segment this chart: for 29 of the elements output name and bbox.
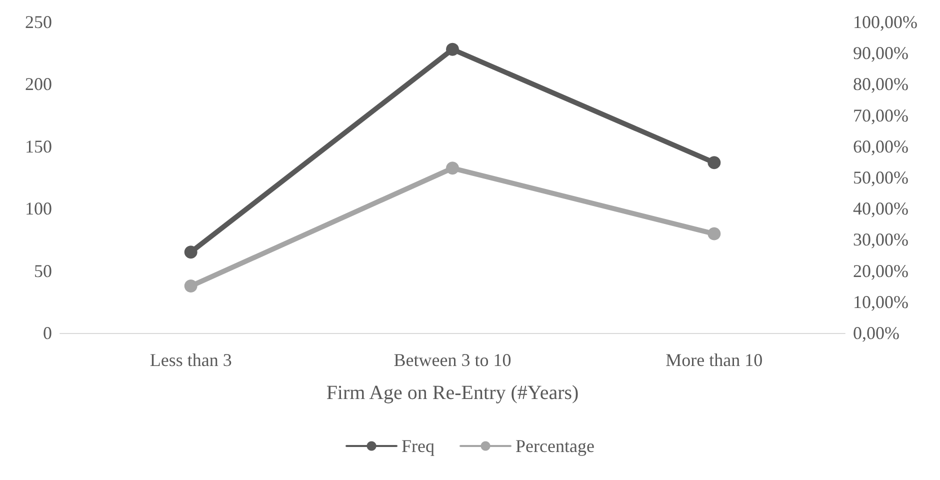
x-tick-label: Between 3 to 10 — [394, 350, 512, 370]
legend-label: Percentage — [516, 436, 594, 456]
y-tick-label: 0 — [43, 323, 52, 343]
point — [184, 246, 198, 259]
y2-tick-label: 30,00% — [853, 230, 908, 250]
y2-tick-label: 90,00% — [853, 43, 908, 64]
y2-tick-label: 20,00% — [853, 260, 908, 281]
y-tick-label: 100 — [25, 198, 52, 219]
y2-tick-label: 60,00% — [853, 136, 908, 156]
y2-tick-label: 50,00% — [853, 168, 908, 188]
point — [708, 227, 721, 240]
y2-tick-label: 70,00% — [853, 105, 908, 126]
y-tick-label: 50 — [34, 260, 52, 281]
y2-tick-label: 80,00% — [853, 74, 908, 94]
point — [446, 42, 459, 56]
point — [184, 280, 198, 293]
y2-tick-label: 0,00% — [853, 323, 900, 343]
legend-label: Freq — [402, 436, 435, 456]
y-tick-label: 200 — [25, 74, 52, 94]
y-tick-label: 250 — [25, 12, 52, 32]
y2-tick-label: 10,00% — [853, 292, 908, 312]
y-tick-label: 150 — [25, 136, 52, 156]
y2-tick-label: 100,00% — [853, 12, 918, 32]
point — [708, 156, 721, 170]
point — [446, 162, 459, 175]
x-axis-title: Firm Age on Re-Entry (#Years) — [326, 382, 579, 404]
x-tick-label: Less than 3 — [150, 350, 232, 370]
y2-tick-label: 40,00% — [853, 198, 908, 219]
x-tick-label: More than 10 — [666, 350, 763, 370]
